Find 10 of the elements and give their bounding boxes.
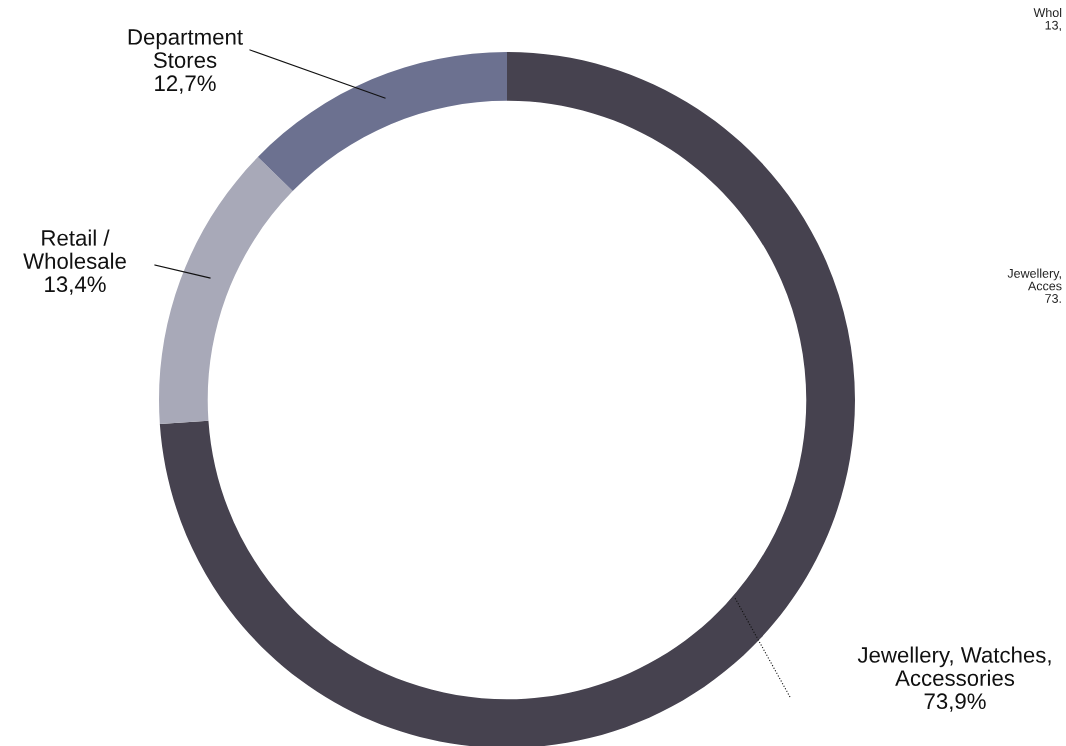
data-label: 73,9% [924, 693, 986, 712]
slice-label: Retail / Wholesale [23, 229, 126, 269]
data-label: 13,4% [45, 276, 106, 295]
text: Jewellery, Acces 73. [1007, 268, 1062, 303]
slice-label: Department Stores [128, 29, 243, 68]
donut-slice [257, 52, 507, 192]
text: Whol 13, [1033, 7, 1062, 32]
donut-slice [159, 157, 293, 425]
slice-label: Jewellery, Watches, Accessories [857, 646, 1051, 686]
data-label: 12,7% [155, 75, 216, 94]
